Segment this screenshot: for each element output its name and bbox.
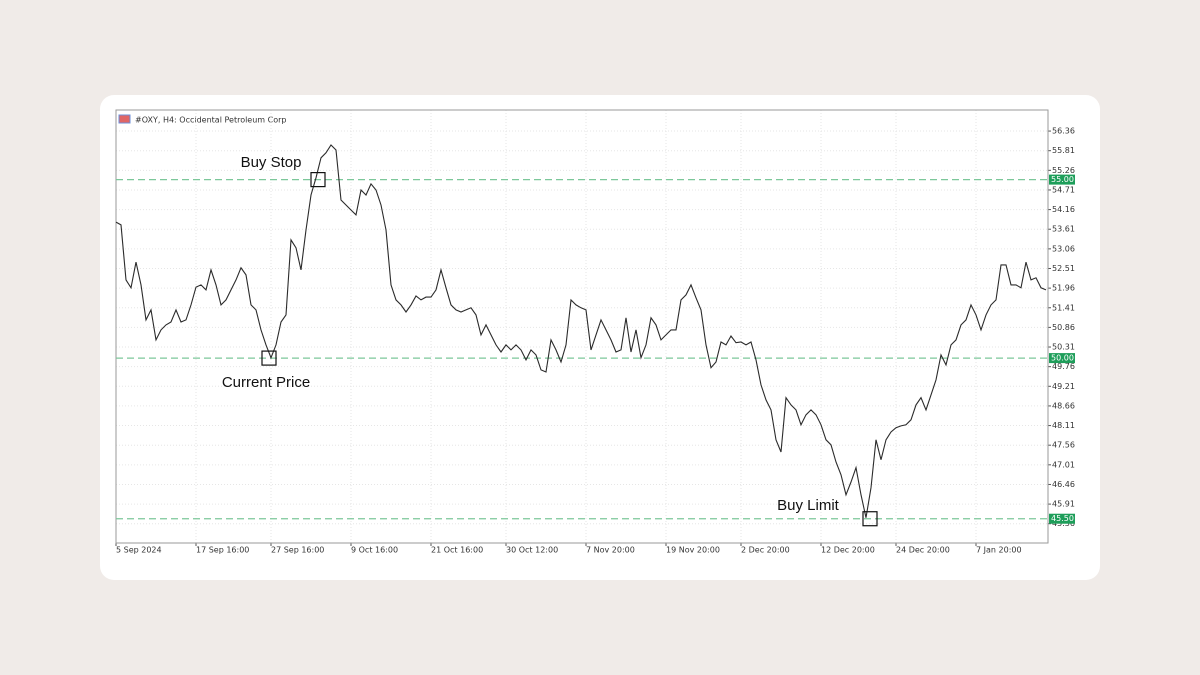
x-tick-label: 5 Sep 2024 (116, 546, 162, 555)
x-tick-label: 24 Dec 20:00 (896, 546, 950, 555)
y-tick-label: 53.61 (1052, 225, 1075, 234)
y-tick-label: 46.46 (1052, 480, 1075, 489)
symbol-icon (118, 114, 131, 124)
chart-title: #OXY, H4: Occidental Petroleum Corp (135, 116, 286, 125)
x-tick-label: 30 Oct 12:00 (506, 546, 558, 555)
x-tick-label: 7 Jan 20:00 (976, 546, 1022, 555)
level-label-bg (1049, 174, 1075, 185)
y-tick-label: 49.76 (1052, 362, 1075, 371)
y-tick-label: 56.36 (1052, 127, 1075, 136)
level-label-bg (1049, 513, 1075, 524)
x-tick-label: 19 Nov 20:00 (666, 546, 720, 555)
y-tick-label: 55.26 (1052, 166, 1075, 175)
level-label: 45.50 (1051, 514, 1074, 523)
annotation: Buy Stop (241, 154, 302, 171)
y-tick-label: 48.66 (1052, 401, 1075, 410)
y-tick-label: 55.81 (1052, 146, 1075, 155)
y-tick-label: 49.21 (1052, 382, 1075, 391)
x-tick-label: 27 Sep 16:00 (271, 546, 324, 555)
y-tick-label: 51.41 (1052, 303, 1075, 312)
y-tick-label: 50.86 (1052, 323, 1075, 332)
x-tick-label: 12 Dec 20:00 (821, 546, 875, 555)
y-tick-label: 47.56 (1052, 441, 1075, 450)
order-marker (261, 350, 277, 366)
y-tick-label: 47.01 (1052, 460, 1075, 469)
level-label-bg (1049, 353, 1075, 364)
order-marker (862, 511, 878, 527)
y-tick-label: 48.11 (1052, 421, 1075, 430)
annotation: Buy Limit (777, 497, 840, 514)
y-tick-label: 52.51 (1052, 264, 1075, 273)
plot-frame (115, 109, 1049, 544)
card (100, 95, 1100, 580)
y-tick-label: 45.91 (1052, 500, 1075, 509)
y-tick-label: 53.06 (1052, 244, 1075, 253)
order-marker (310, 172, 326, 188)
level-label: 50.00 (1051, 354, 1074, 363)
y-tick-label: 50.31 (1052, 343, 1075, 352)
y-tick-label: 54.16 (1052, 205, 1075, 214)
x-tick-label: 21 Oct 16:00 (431, 546, 483, 555)
x-tick-label: 7 Nov 20:00 (586, 546, 635, 555)
x-tick-label: 2 Dec 20:00 (741, 546, 790, 555)
annotation: Current Price (222, 374, 310, 391)
x-tick-label: 9 Oct 16:00 (351, 546, 398, 555)
y-tick-label: 51.96 (1052, 284, 1075, 293)
price-line (115, 144, 1047, 518)
level-label: 55.00 (1051, 175, 1074, 184)
x-tick-label: 17 Sep 16:00 (196, 546, 249, 555)
y-tick-label: 54.71 (1052, 185, 1075, 194)
